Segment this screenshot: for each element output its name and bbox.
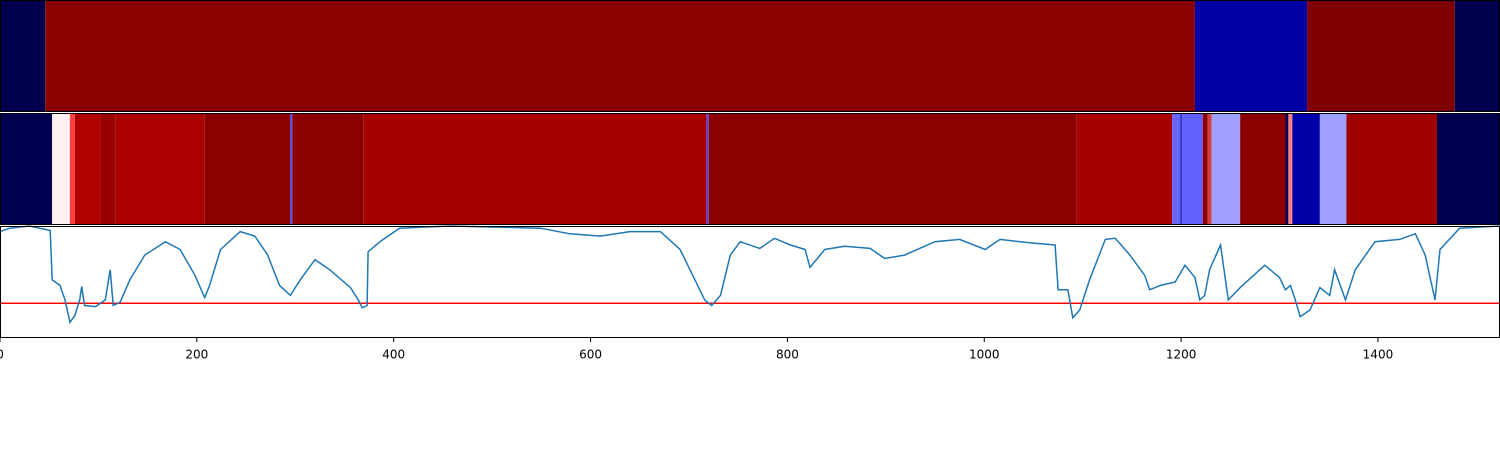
heat-segment [1292,113,1320,225]
heat-segment [1180,113,1183,225]
heat-segment [292,113,364,225]
heat-segment [1285,113,1289,225]
heat-segment [204,113,291,225]
heat-segment [52,113,70,225]
heat-segment [706,113,709,225]
heat-segment [1319,113,1347,225]
heat-segment [1211,113,1241,225]
heat-segment [69,113,75,225]
heat-segment [1076,113,1173,225]
heat-segment [1207,113,1212,225]
heat-segment [1172,113,1181,225]
heat-segment [1307,0,1455,112]
x-tick-label: 1000 [969,348,1000,362]
heat-segment [1346,113,1438,225]
heat-segment [0,113,53,225]
x-tick-label: 400 [382,348,405,362]
heat-segment [363,113,707,225]
heat-segment [1202,113,1208,225]
heat-segment [1454,0,1500,112]
x-tick-label: 200 [185,348,208,362]
heat-segment [0,0,46,112]
heat-segment [1240,113,1286,225]
panel-frame [0,226,1500,338]
heat-segment [115,113,205,225]
heat-segment [290,113,293,225]
data-line [0,225,1500,325]
x-tick-label: 1200 [1166,348,1197,362]
heat-segment [1288,113,1293,225]
heat-segment [45,0,1195,112]
heat-segment [100,113,116,225]
heat-segment [708,113,1077,225]
x-tick-label: 1400 [1363,348,1394,362]
x-tick-label: 600 [579,348,602,362]
heat-segment [1437,113,1500,225]
heat-segment [74,113,101,225]
x-tick-label: 0 [0,348,4,362]
heat-segment [1194,0,1308,112]
x-tick-label: 800 [776,348,799,362]
heat-segment [1182,113,1203,225]
